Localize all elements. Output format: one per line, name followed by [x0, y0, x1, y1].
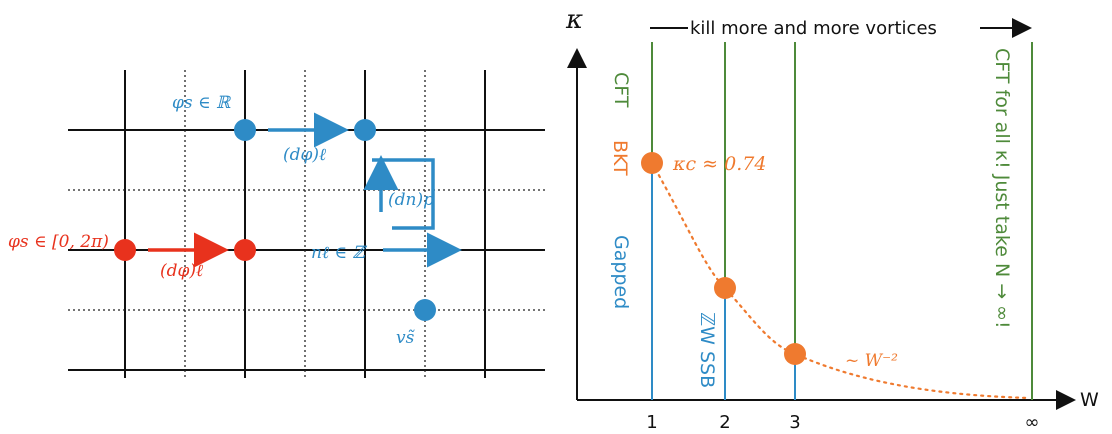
plaquette-loop	[372, 158, 435, 230]
red-site	[234, 239, 256, 261]
plaquette-label: (dn)p	[388, 190, 434, 210]
kappa-c-curve	[650, 161, 1032, 400]
x-tick-label: 2	[719, 412, 730, 433]
blue-site	[234, 119, 256, 141]
vortex-site	[414, 299, 436, 321]
gapped-label: Gapped	[610, 235, 632, 309]
top-arrow-text: kill more and more vortices	[690, 18, 937, 39]
vortex-label: vs̃	[396, 328, 415, 348]
cft-label: CFT	[610, 72, 632, 108]
x-axis-label: W	[1080, 389, 1099, 411]
site-label-blue: φs ∈ ℝ	[172, 93, 232, 113]
cft-all-kappa-label: CFT for all κ! Just take N → ∞!	[991, 48, 1013, 329]
bkt-label: BKT	[609, 140, 631, 176]
x-tick-label: 3	[789, 412, 800, 433]
kappa-c-label: κc ≈ 0.74	[672, 153, 766, 175]
x-tick-label: ∞	[1025, 412, 1040, 433]
transition-point-w2	[714, 277, 736, 299]
ssb-label: ℤW SSB	[696, 312, 718, 388]
transition-point-w3	[784, 343, 806, 365]
lattice-diagram: φs ∈ ℝ (dφ)ℓ φs ∈ [0, 2π) (dφ)ℓ (dn)p nℓ…	[8, 70, 545, 378]
integer-link-label: nℓ ∈ ℤ	[311, 243, 367, 263]
site-label-red: φs ∈ [0, 2π)	[8, 232, 109, 252]
y-axis-label: κ	[565, 5, 583, 35]
x-tick-label: 1	[646, 412, 657, 433]
red-site	[114, 239, 136, 261]
link-label-red: (dφ)ℓ	[160, 261, 203, 281]
blue-site	[354, 119, 376, 141]
bkt-point	[641, 152, 663, 174]
scaling-label: ~ W⁻²	[845, 351, 898, 371]
phase-diagram: κ W kill more and more vortices κc ≈ 0.7…	[565, 5, 1099, 433]
link-label-blue: (dφ)ℓ	[283, 145, 326, 165]
